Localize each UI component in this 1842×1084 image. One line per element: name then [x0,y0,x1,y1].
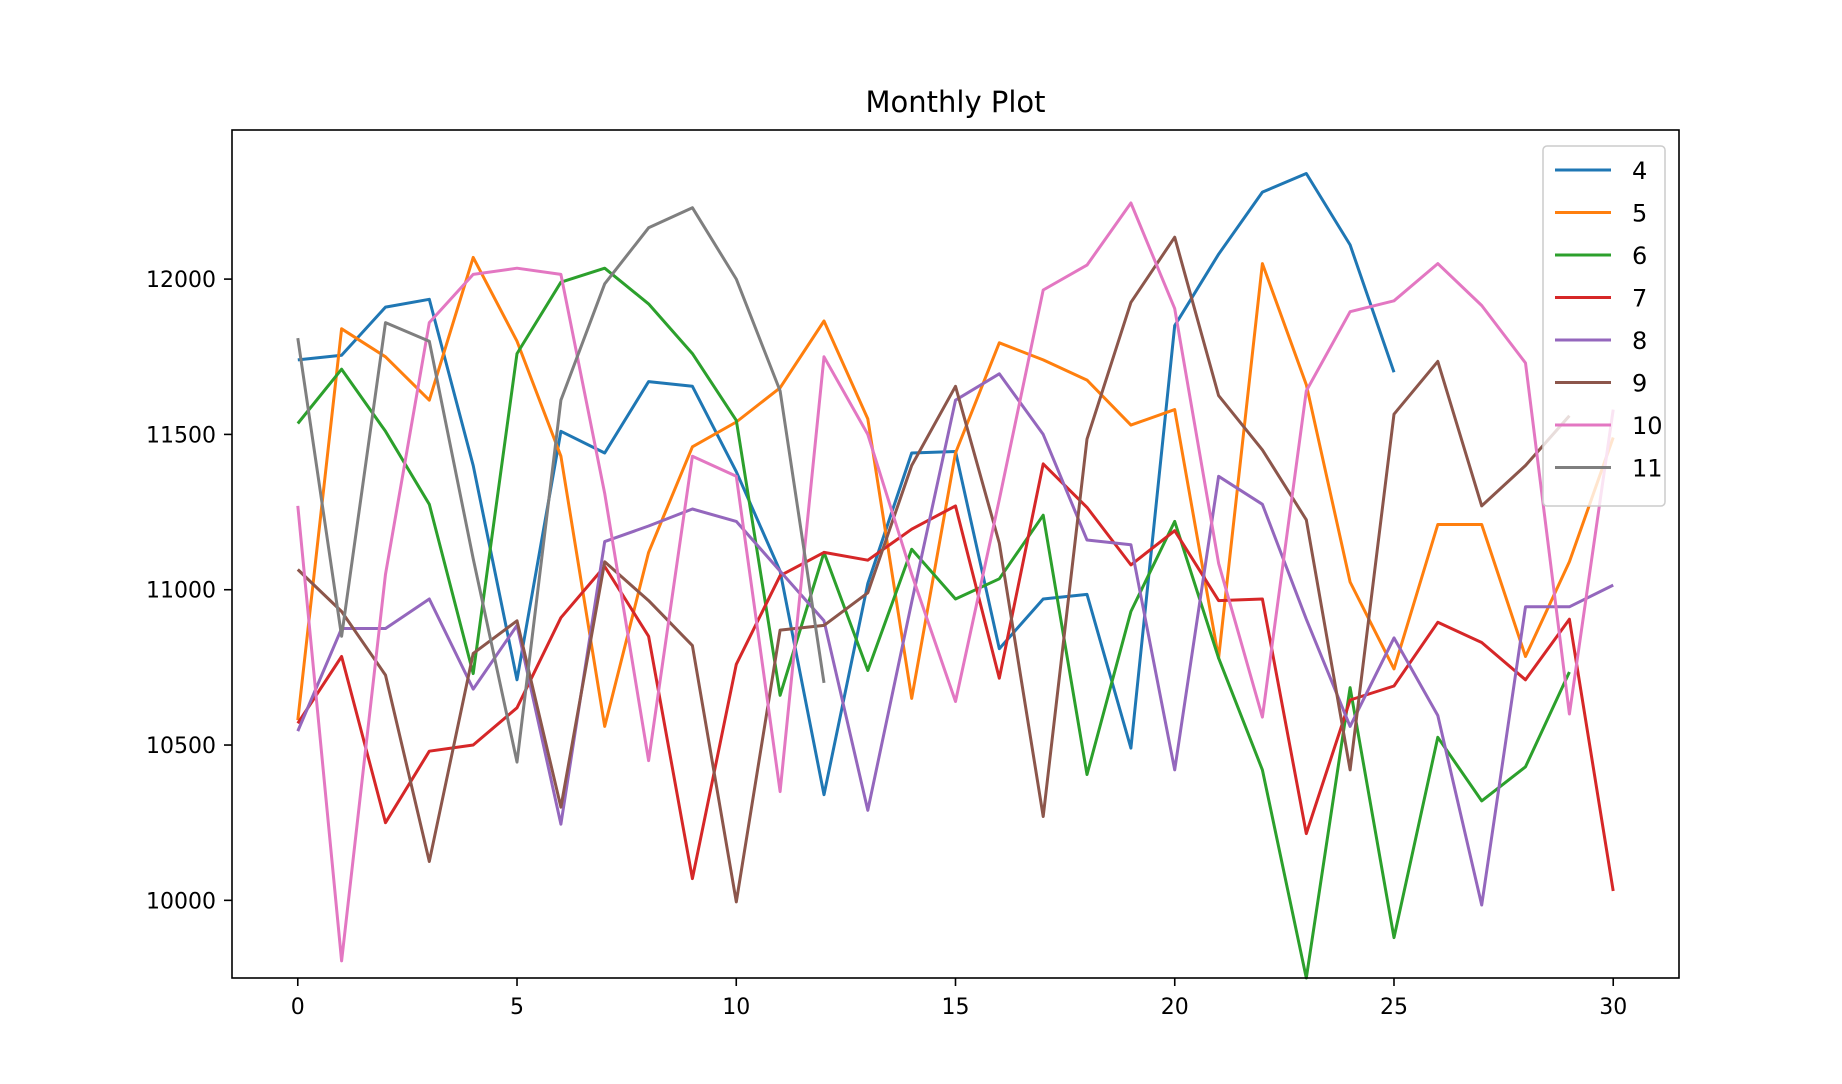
series-line-4 [297,172,1396,797]
x-tick-label: 25 [1380,995,1408,1020]
series-line-11 [296,206,826,764]
series-line-7 [296,462,1615,892]
y-tick-label: 11000 [146,579,216,604]
x-tick-label: 5 [510,995,524,1020]
y-tick-label: 10000 [146,889,216,914]
series-line-6 [296,266,1571,980]
series-line-5 [296,255,1615,728]
x-tick-label: 0 [291,995,305,1020]
x-tick-label: 15 [942,995,970,1020]
legend: 4 5 6 7 8 9 10 11 [1542,145,1666,507]
legend-box [1542,145,1666,507]
legend-label-6: 6 [1632,242,1647,270]
legend-label-9: 9 [1632,370,1647,398]
legend-label-10: 10 [1632,412,1663,440]
y-tick-label: 11500 [146,423,216,448]
x-tick-label: 10 [722,995,750,1020]
series-line-10 [296,201,1615,963]
legend-label-4: 4 [1632,157,1647,185]
x-tick-label: 20 [1161,995,1189,1020]
x-tick-label: 30 [1599,995,1627,1020]
legend-label-11: 11 [1632,455,1663,483]
legend-label-5: 5 [1632,200,1647,228]
x-axis: 0 5 10 15 20 25 30 [291,978,1627,1020]
y-axis: 10000 10500 11000 11500 12000 [146,268,232,914]
y-tick-label: 12000 [146,268,216,293]
legend-label-7: 7 [1632,285,1647,313]
chart-title: Monthly Plot [866,85,1046,119]
series-line-9 [296,235,1571,904]
y-tick-label: 10500 [146,734,216,759]
series-lines [296,172,1615,980]
legend-label-8: 8 [1632,327,1647,355]
